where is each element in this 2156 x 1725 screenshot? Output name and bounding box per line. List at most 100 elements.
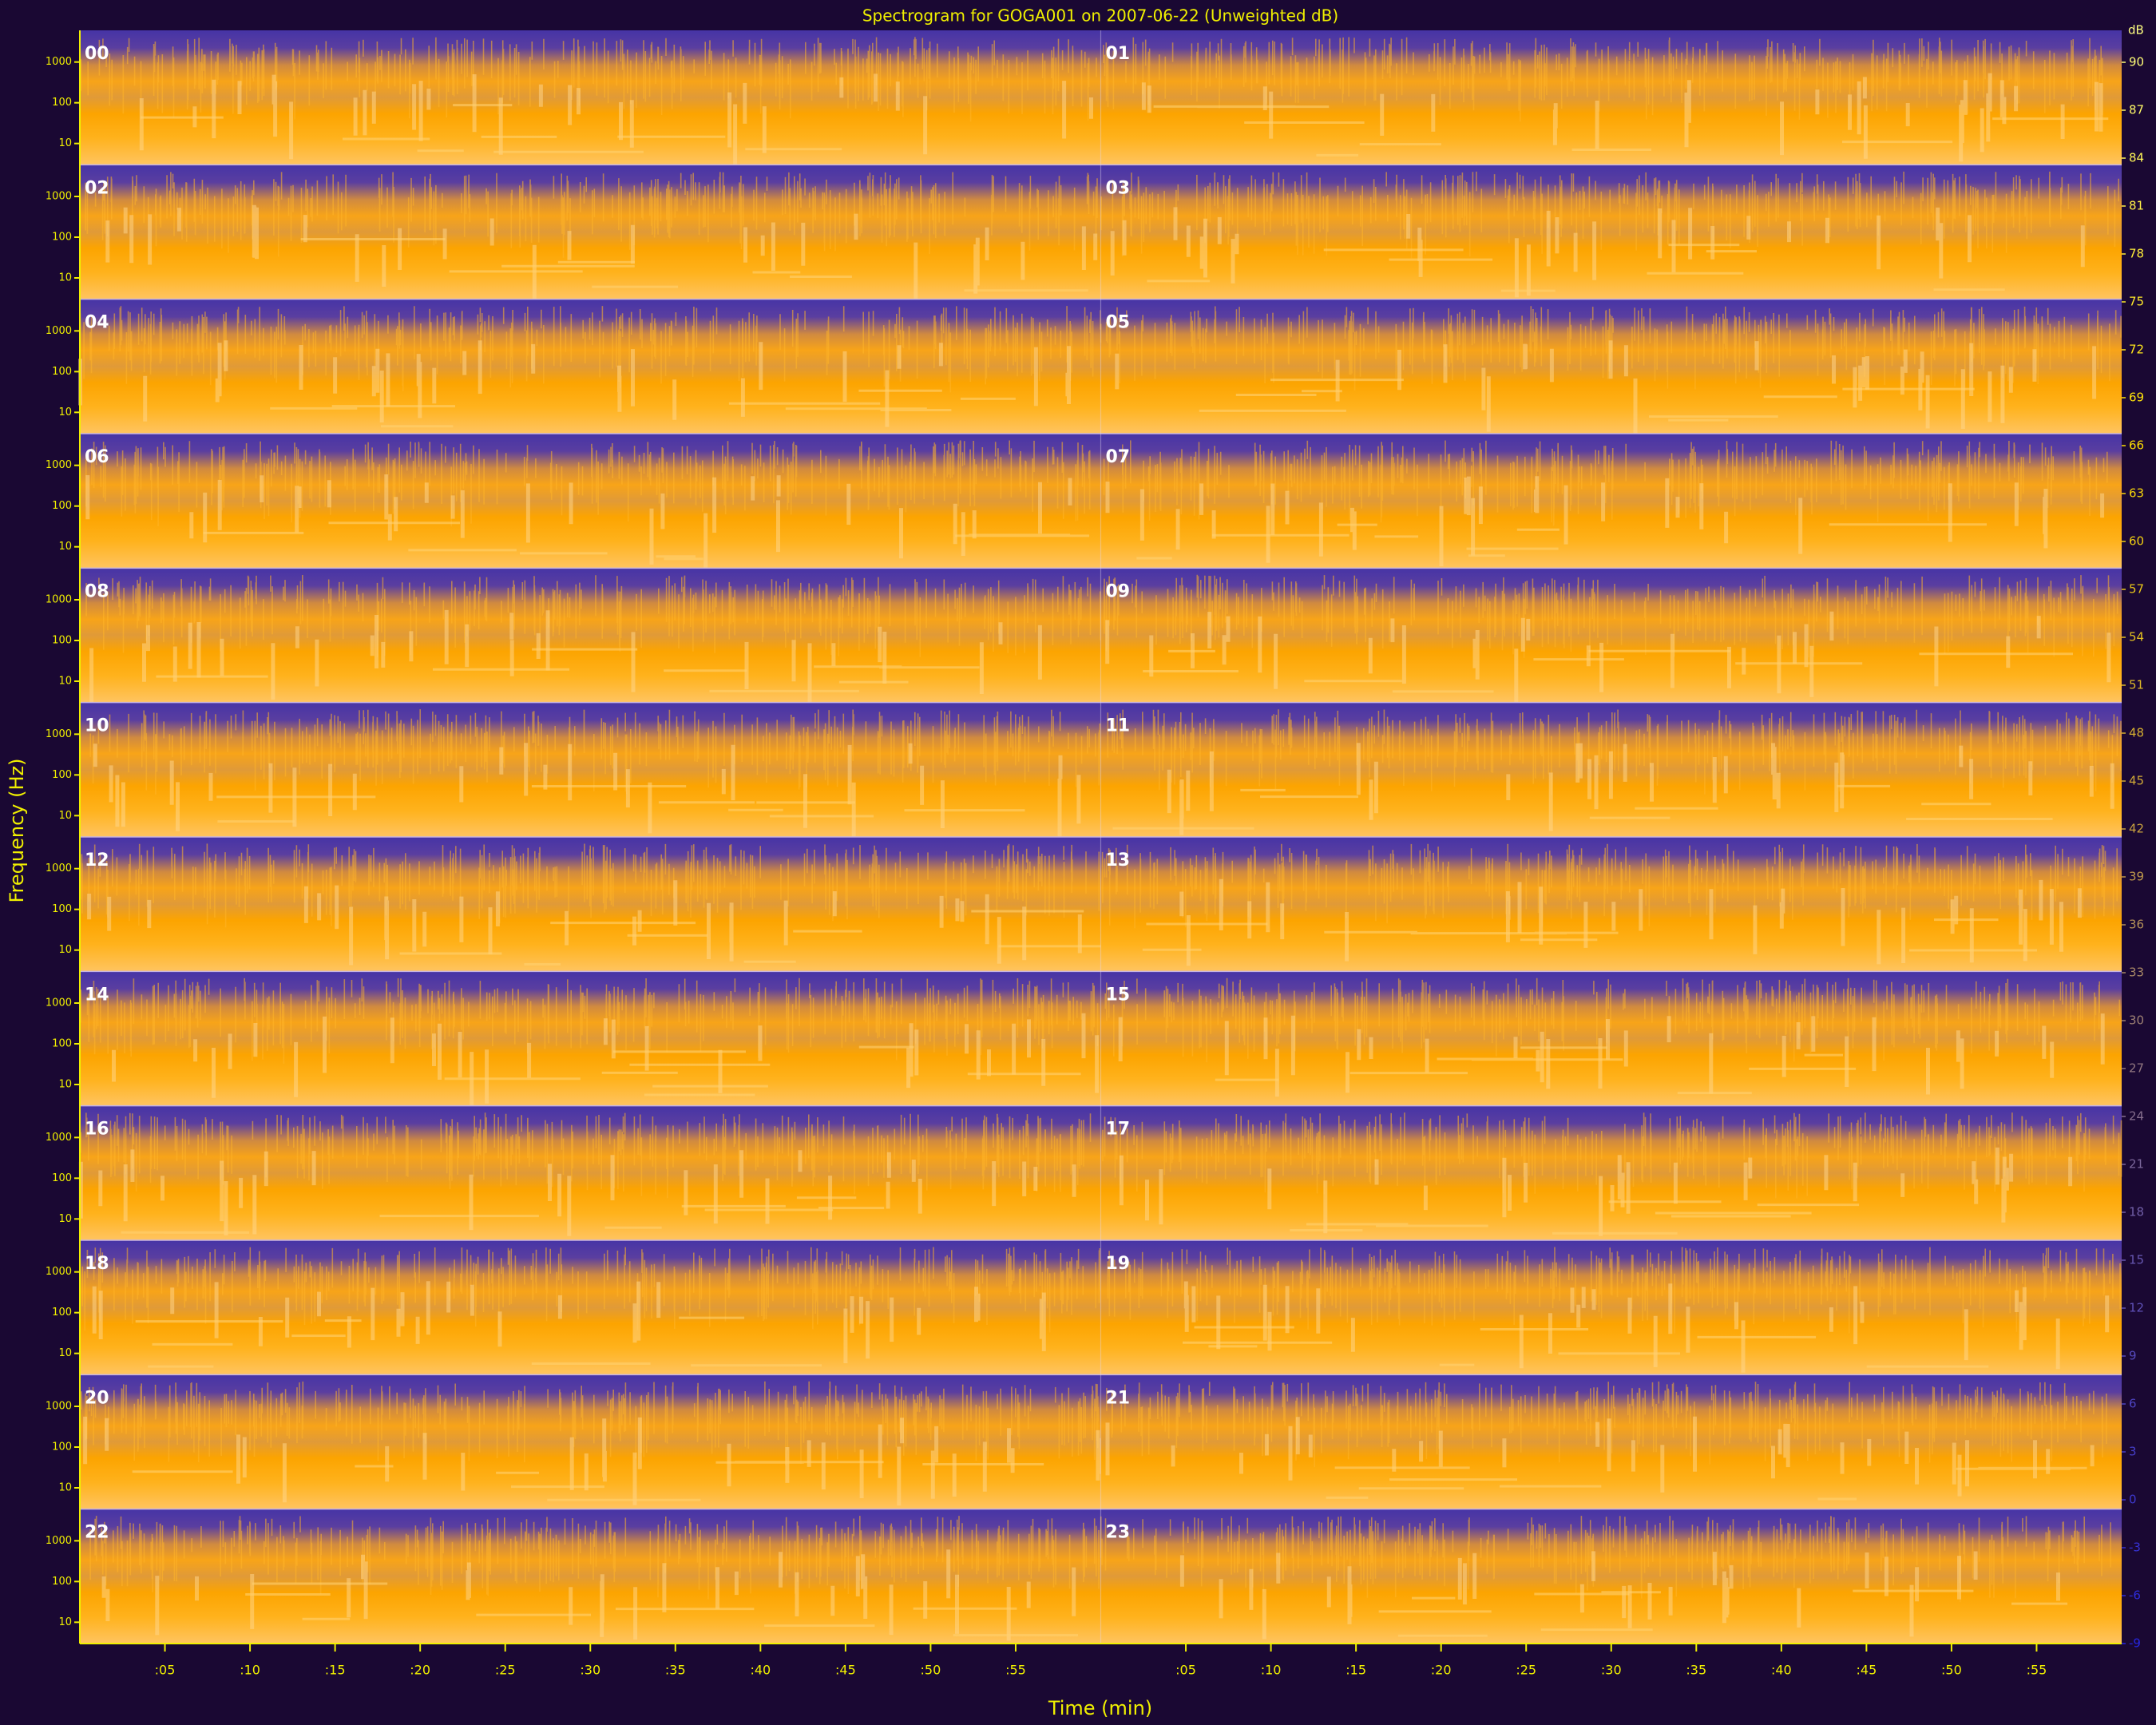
y-tick-label: 10 — [58, 810, 72, 822]
spectrogram-streaks — [1103, 574, 2118, 658]
colorbar-tick-label: 36 — [2129, 918, 2144, 932]
spectrogram-panel — [80, 1374, 1101, 1509]
panel-label: 06 — [85, 447, 109, 467]
y-tick-label: 10 — [58, 1347, 72, 1359]
y-tick-label: 10 — [58, 676, 72, 688]
spectrogram-tones — [140, 104, 842, 153]
panel-label: 12 — [85, 851, 109, 870]
panel-label: 01 — [1106, 44, 1131, 64]
colorbar-tick-label: 51 — [2129, 678, 2144, 692]
x-tick-label: :05 — [155, 1663, 176, 1678]
colorbar-tick-label: 27 — [2129, 1061, 2144, 1076]
spectrogram-tones — [1153, 105, 2109, 157]
y-tick-label: 100 — [52, 1441, 72, 1453]
y-tick-label: 1000 — [46, 325, 72, 337]
spectrogram-tones — [245, 1582, 1078, 1637]
y-tick-label: 100 — [52, 1307, 72, 1319]
y-tick-label: 1000 — [46, 728, 72, 740]
panel-label: 23 — [1106, 1523, 1131, 1543]
x-axis-label: Time (min) — [1048, 1697, 1152, 1719]
spectrogram-events — [1141, 73, 2103, 162]
y-tick-label: 10 — [58, 1079, 72, 1091]
spectrogram-events — [105, 204, 1098, 303]
x-tick-label: :25 — [1516, 1663, 1536, 1678]
spectrogram-streaks — [80, 1112, 1092, 1199]
y-tick-label: 100 — [52, 500, 72, 512]
x-tick-label: :20 — [1431, 1663, 1452, 1678]
spectrogram-tones — [1183, 1326, 1989, 1368]
spectrogram-tones — [132, 1461, 1044, 1501]
y-tick-label: 100 — [52, 366, 72, 378]
spectrogram-streaks — [89, 709, 1101, 795]
y-tick-label: 100 — [52, 769, 72, 781]
colorbar-tick-label: 42 — [2129, 822, 2144, 836]
spectrogram-panel — [80, 434, 1101, 569]
y-tick-label: 100 — [52, 635, 72, 647]
y-tick-label: 10 — [58, 1213, 72, 1225]
spectrogram-panel — [80, 165, 1101, 299]
panel-label: 10 — [85, 716, 109, 736]
colorbar-tick-label: 12 — [2129, 1301, 2144, 1315]
x-tick-label: :30 — [1601, 1663, 1622, 1678]
spectrogram-panel — [1100, 165, 2122, 299]
y-tick-label: 100 — [52, 232, 72, 244]
panel-label: 19 — [1106, 1254, 1131, 1274]
colorbar-tick-label: 33 — [2129, 966, 2144, 980]
spectrogram-events — [89, 609, 1042, 708]
y-tick-label: 1000 — [46, 191, 72, 203]
colorbar-tick-label: 72 — [2129, 343, 2144, 357]
spectrogram-streaks — [79, 1516, 1100, 1600]
spectrogram-events — [1119, 1147, 2073, 1236]
spectrogram-panel — [1100, 30, 2122, 165]
x-tick-label: :30 — [580, 1663, 600, 1678]
spectrogram-tones — [1112, 784, 2053, 830]
spectrogram-panel — [1100, 434, 2122, 569]
y-tick-label: 1000 — [46, 862, 72, 874]
colorbar-tick-label: 84 — [2129, 151, 2144, 165]
panel-label: 04 — [85, 313, 109, 333]
spectrogram-events — [85, 474, 1072, 569]
spectrogram-tones — [156, 648, 980, 692]
colorbar-tick-label: 81 — [2129, 199, 2144, 213]
spectrogram-events — [112, 1013, 1100, 1108]
spectrogram-streaks — [1106, 1381, 2107, 1468]
y-tick-label: 1000 — [46, 1132, 72, 1144]
spectrogram-events — [87, 880, 1082, 966]
colorbar-tick-label: 63 — [2129, 486, 2144, 501]
spectrogram-streaks — [79, 306, 1101, 393]
panel-label: 08 — [85, 581, 109, 601]
panel-label: 17 — [1106, 1120, 1131, 1140]
colorbar-tick-label: 66 — [2129, 438, 2144, 453]
spectrogram-streaks — [79, 440, 1091, 527]
colorbar-tick-label: 3 — [2129, 1445, 2137, 1459]
spectrogram-streaks — [80, 978, 1099, 1064]
spectrogram-streaks — [85, 575, 1102, 658]
spectrogram-streaks — [85, 172, 1098, 258]
spectrogram-panel — [80, 30, 1101, 165]
spectrogram-tones — [1326, 1466, 2087, 1501]
spectrogram-tones — [270, 389, 1016, 428]
panel-label: 00 — [85, 44, 109, 64]
y-tick-label: 1000 — [46, 1401, 72, 1413]
spectrogram-streaks — [1102, 1112, 2122, 1199]
colorbar-tick-label: 30 — [2129, 1013, 2144, 1028]
spectrogram-events — [92, 1281, 1046, 1363]
spectrogram-panel — [80, 568, 1101, 703]
spectrogram-tones — [121, 1196, 885, 1234]
spectrogram-events — [1118, 1013, 2105, 1097]
x-tick-label: :20 — [410, 1663, 430, 1678]
x-tick-label: :50 — [921, 1663, 941, 1678]
spectrogram-streaks — [1100, 171, 2119, 259]
colorbar-tick-label: 6 — [2129, 1397, 2137, 1411]
x-tick-label: :45 — [835, 1663, 856, 1678]
spectrogram-tones — [1199, 379, 1975, 422]
y-tick-label: 100 — [52, 1172, 72, 1184]
y-tick-label: 1000 — [46, 997, 72, 1009]
y-tick-label: 1000 — [46, 1535, 72, 1547]
y-tick-label: 10 — [58, 541, 72, 553]
y-tick-label: 10 — [58, 1616, 72, 1628]
y-tick-label: 100 — [52, 1576, 72, 1588]
y-tick-label: 1000 — [46, 594, 72, 606]
y-tick-label: 10 — [58, 944, 72, 956]
